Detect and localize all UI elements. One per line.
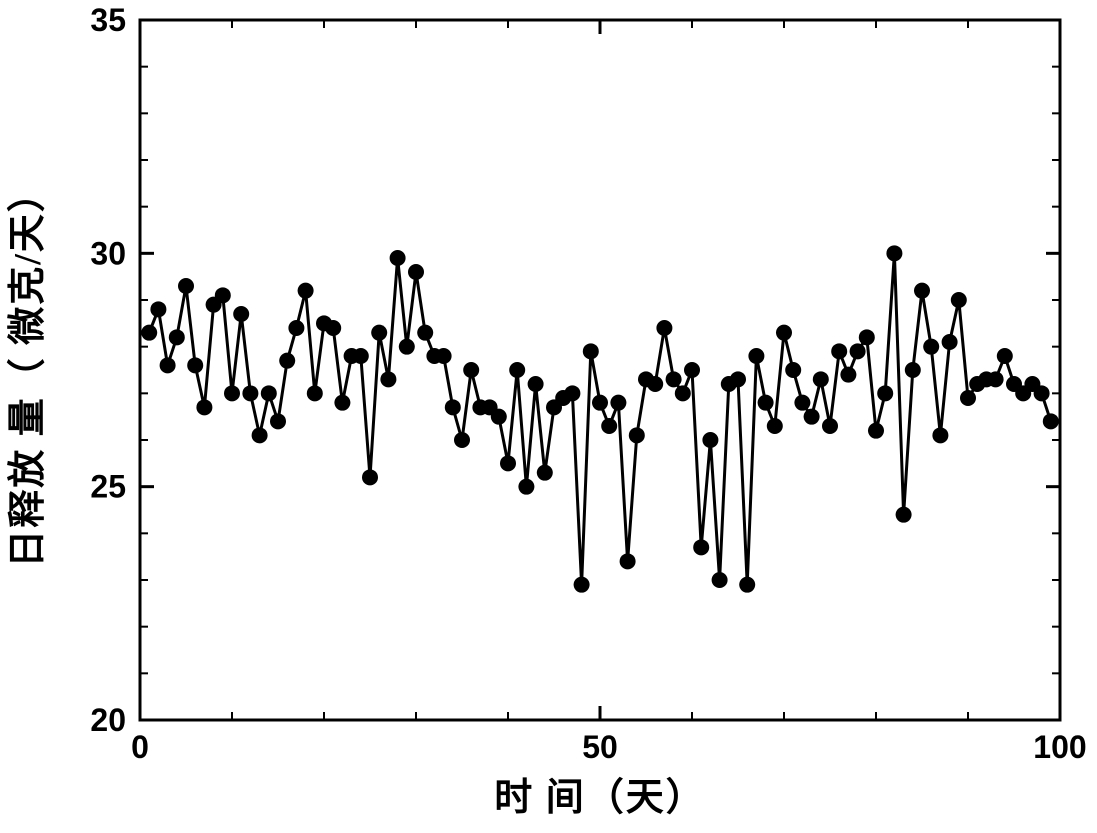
chart-svg: 0 50 100 20 25 30 35 时 间（天） 日释放 量（ 微克/天） (0, 0, 1097, 833)
data-point (353, 348, 369, 364)
data-point (601, 418, 617, 434)
data-point (610, 395, 626, 411)
data-point (380, 371, 396, 387)
y-tick-label: 35 (90, 2, 126, 38)
data-point (850, 343, 866, 359)
data-point (1043, 413, 1059, 429)
data-point (656, 320, 672, 336)
data-point (417, 325, 433, 341)
x-tick-label: 100 (1033, 729, 1086, 765)
data-point (564, 385, 580, 401)
plot-border (140, 20, 1060, 720)
data-point (307, 385, 323, 401)
data-point (684, 362, 700, 378)
data-point (399, 339, 415, 355)
data-point (298, 283, 314, 299)
data-point (491, 409, 507, 425)
data-point (629, 427, 645, 443)
data-point (813, 371, 829, 387)
y-axis-title: 日释放 量（ 微克/天） (7, 172, 49, 568)
data-point (767, 418, 783, 434)
data-point (224, 385, 240, 401)
data-point (362, 469, 378, 485)
data-point (785, 362, 801, 378)
y-tick-label: 20 (90, 702, 126, 738)
data-point (758, 395, 774, 411)
data-point (620, 553, 636, 569)
data-point (859, 329, 875, 345)
data-point (463, 362, 479, 378)
data-point (942, 334, 958, 350)
data-point (868, 423, 884, 439)
data-point (712, 572, 728, 588)
data-point (877, 385, 893, 401)
data-point (822, 418, 838, 434)
data-point (215, 287, 231, 303)
data-point (150, 301, 166, 317)
data-point (141, 325, 157, 341)
data-point (675, 385, 691, 401)
data-point (178, 278, 194, 294)
x-tick-label: 50 (582, 729, 618, 765)
data-point (666, 371, 682, 387)
data-point (583, 343, 599, 359)
x-tick-label: 0 (131, 729, 149, 765)
data-point (997, 348, 1013, 364)
data-point (739, 577, 755, 593)
data-point (288, 320, 304, 336)
data-point (454, 432, 470, 448)
data-point (371, 325, 387, 341)
data-point (445, 399, 461, 415)
data-point (160, 357, 176, 373)
data-point (334, 395, 350, 411)
data-point (951, 292, 967, 308)
data-point (840, 367, 856, 383)
data-point (923, 339, 939, 355)
data-point (748, 348, 764, 364)
data-point (592, 395, 608, 411)
data-point (325, 320, 341, 336)
x-axis-title: 时 间（天） (494, 777, 706, 819)
data-point (574, 577, 590, 593)
data-point (1034, 385, 1050, 401)
data-point (537, 465, 553, 481)
release-chart: 0 50 100 20 25 30 35 时 间（天） 日释放 量（ 微克/天） (0, 0, 1097, 833)
data-point (279, 353, 295, 369)
data-point (693, 539, 709, 555)
data-point (196, 399, 212, 415)
data-point (169, 329, 185, 345)
data-point (794, 395, 810, 411)
data-point (233, 306, 249, 322)
data-point (896, 507, 912, 523)
data-point (932, 427, 948, 443)
data-point (647, 376, 663, 392)
data-point (187, 357, 203, 373)
data-point (804, 409, 820, 425)
data-point (905, 362, 921, 378)
data-point (988, 371, 1004, 387)
y-tick-label: 30 (90, 235, 126, 271)
data-point (914, 283, 930, 299)
data-point (390, 250, 406, 266)
data-point (436, 348, 452, 364)
data-point (509, 362, 525, 378)
data-point (831, 343, 847, 359)
data-point (518, 479, 534, 495)
data-point (776, 325, 792, 341)
data-point (252, 427, 268, 443)
y-tick-label: 25 (90, 469, 126, 505)
data-point (730, 371, 746, 387)
data-point (528, 376, 544, 392)
data-point (960, 390, 976, 406)
data-point (261, 385, 277, 401)
data-point (408, 264, 424, 280)
data-point (702, 432, 718, 448)
data-point (886, 245, 902, 261)
data-point (500, 455, 516, 471)
data-point (270, 413, 286, 429)
data-point (242, 385, 258, 401)
